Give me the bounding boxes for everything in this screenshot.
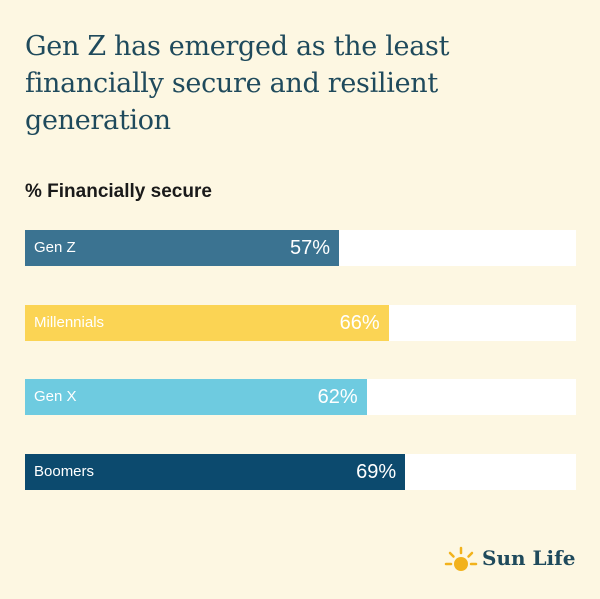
bar-gen-x: Gen X 62% (25, 379, 367, 415)
bar-category-label: Boomers (34, 463, 95, 480)
bar-track: Millennials 66% (25, 305, 576, 341)
bar-boomers: Boomers 69% (25, 454, 406, 490)
bar-millennials: Millennials 66% (25, 305, 389, 341)
bar-value-label: 62% (317, 386, 358, 408)
bar-track: Gen X 62% (25, 379, 576, 415)
bar-category-label: Gen X (34, 388, 77, 405)
bar-value-label: 66% (339, 312, 380, 334)
bar-track: Gen Z 57% (25, 230, 576, 266)
chart-title: % Financially secure (25, 181, 212, 202)
bar-category-label: Millennials (34, 314, 105, 331)
sun-life-logo: Sun Life (442, 542, 592, 592)
bar-track: Boomers 69% (25, 454, 576, 490)
page-title: Gen Z has emerged as the least financial… (25, 31, 450, 136)
bar-value-label: 69% (356, 461, 397, 483)
sun-icon (444, 546, 478, 571)
bar-chart: Gen Z 57% Millennials 66% Gen X 62% Boomers 69% (25, 230, 576, 490)
bar-category-label: Gen Z (34, 239, 76, 256)
bar-value-label: 57% (290, 237, 331, 259)
brand-name: Sun Life (482, 546, 576, 570)
bar-gen-z: Gen Z 57% (25, 230, 340, 266)
